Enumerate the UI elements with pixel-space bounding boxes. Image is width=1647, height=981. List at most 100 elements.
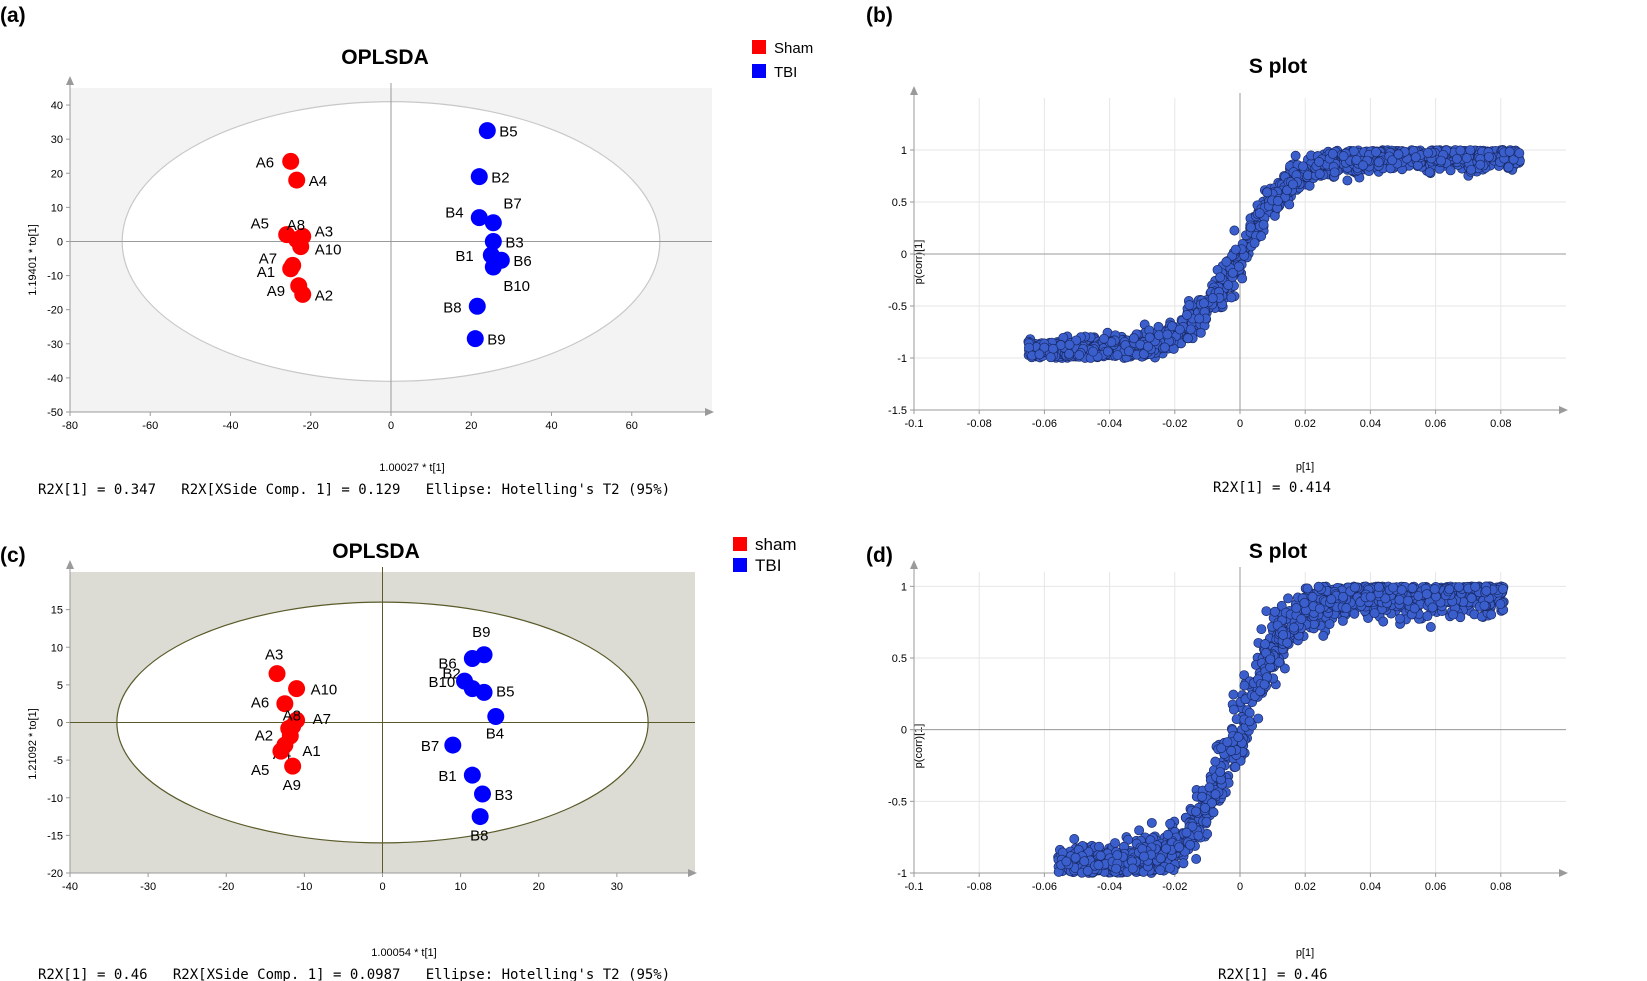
x-tick-label: -80 bbox=[62, 420, 78, 432]
splot-point bbox=[1349, 582, 1360, 593]
splot-point bbox=[1239, 670, 1250, 681]
plot-a: -80 -60 -40 -20 0 20 40 60 -50 -40 -30 -20 -10 0 10 20 3… bbox=[47, 40, 813, 432]
legend-label-sham: sham bbox=[755, 535, 797, 554]
data-point-B1 bbox=[463, 766, 481, 784]
panel-title-d: S plot bbox=[1249, 540, 1307, 563]
splot-point bbox=[1227, 267, 1238, 278]
y-tick-label: 0 bbox=[901, 725, 907, 737]
data-point-B4 bbox=[470, 209, 488, 227]
y-tick-label: 40 bbox=[51, 100, 63, 112]
x-tick-label: -40 bbox=[223, 420, 239, 432]
x-tick-label: -10 bbox=[296, 881, 312, 893]
data-point-A9 bbox=[290, 277, 308, 295]
splot-point bbox=[1210, 756, 1221, 767]
y-tick-label: -0.5 bbox=[888, 301, 907, 313]
splot-point bbox=[1162, 329, 1173, 340]
splot-point bbox=[1445, 165, 1456, 176]
splot-point bbox=[1338, 592, 1349, 602]
x-tick-label: -0.08 bbox=[967, 881, 992, 893]
splot-point bbox=[1378, 616, 1389, 627]
splot-point bbox=[1233, 732, 1244, 743]
splot-point bbox=[1351, 155, 1362, 165]
x-tick-label: -60 bbox=[142, 420, 158, 432]
splot-point bbox=[1299, 598, 1310, 608]
x-tick-label: -40 bbox=[62, 881, 78, 893]
panel-label-d: (d) bbox=[866, 544, 893, 567]
data-label-B8: B8 bbox=[470, 828, 488, 845]
x-tick-label: 10 bbox=[455, 881, 467, 893]
y-tick-label: -20 bbox=[47, 305, 63, 317]
data-label-B9: B9 bbox=[487, 332, 505, 349]
splot-point bbox=[1402, 595, 1413, 606]
data-label-B5: B5 bbox=[499, 124, 517, 141]
splot-point bbox=[1470, 581, 1481, 592]
splot-point bbox=[1181, 827, 1192, 838]
splot-point bbox=[1226, 292, 1237, 303]
data-label-B4: B4 bbox=[445, 205, 463, 222]
data-point-B7 bbox=[444, 736, 462, 754]
splot-point bbox=[1395, 613, 1405, 624]
splot-point bbox=[1365, 591, 1376, 602]
splot-point bbox=[1194, 313, 1205, 324]
data-point-B10 bbox=[456, 672, 474, 690]
data-label-A3: A3 bbox=[265, 647, 283, 664]
splot-point bbox=[1483, 151, 1494, 162]
splot-point bbox=[1272, 196, 1283, 206]
splot-point bbox=[1256, 624, 1267, 635]
splot-point bbox=[1425, 622, 1436, 632]
x-tick-label: -0.1 bbox=[905, 418, 924, 430]
data-point-A9 bbox=[284, 757, 302, 775]
splot-point bbox=[1229, 225, 1240, 236]
data-point-A6 bbox=[282, 152, 300, 170]
x-axis-arrow bbox=[705, 408, 714, 416]
splot-point bbox=[1216, 743, 1227, 754]
splot-point bbox=[1174, 842, 1185, 853]
data-point-B7 bbox=[484, 214, 502, 232]
splot-point bbox=[1099, 333, 1109, 344]
x-tick-label: 20 bbox=[465, 420, 477, 432]
splot-point bbox=[1210, 789, 1221, 800]
splot-point bbox=[1256, 231, 1267, 242]
y-tick-label: -10 bbox=[47, 271, 63, 283]
splot-point bbox=[1253, 713, 1264, 724]
x-tick-label: 0.02 bbox=[1294, 881, 1315, 893]
splot-point bbox=[1279, 663, 1290, 674]
panel-title-a: OPLSDA bbox=[341, 46, 429, 69]
y-tick-label: 0.5 bbox=[892, 653, 907, 665]
splot-point bbox=[1048, 343, 1059, 354]
splot-point bbox=[1413, 591, 1424, 602]
y-tick-label: 5 bbox=[57, 680, 63, 692]
splot-point bbox=[1421, 589, 1432, 600]
splot-point bbox=[1178, 858, 1189, 869]
data-label-A4: A4 bbox=[309, 173, 327, 190]
splot-point bbox=[1407, 583, 1418, 593]
data-point-A10 bbox=[292, 238, 310, 256]
x-tick-label: 0.04 bbox=[1360, 881, 1381, 893]
splot-point bbox=[1481, 585, 1492, 596]
panel-label-c: (c) bbox=[0, 544, 26, 567]
splot-point bbox=[1110, 838, 1120, 848]
y-tick-label: -50 bbox=[47, 407, 63, 419]
data-point-A10 bbox=[288, 680, 306, 698]
splot-point bbox=[1410, 152, 1421, 163]
splot-point bbox=[1064, 348, 1075, 359]
splot-point bbox=[1045, 352, 1056, 363]
data-point-B3 bbox=[474, 785, 491, 803]
splot-point bbox=[1230, 762, 1241, 772]
x-tick-label: 0.02 bbox=[1294, 418, 1315, 430]
splot-point bbox=[1461, 153, 1472, 164]
splot-point bbox=[1380, 593, 1391, 604]
splot-point bbox=[1112, 850, 1123, 861]
y-tick-label: -10 bbox=[47, 793, 63, 805]
y-tick-label: -1 bbox=[897, 868, 907, 880]
x-tick-label: 0.06 bbox=[1425, 881, 1446, 893]
y-axis-arrow bbox=[66, 560, 74, 569]
data-label-B2: B2 bbox=[442, 666, 460, 683]
data-point-B4 bbox=[487, 707, 505, 725]
splot-point bbox=[1095, 850, 1106, 861]
splot-point bbox=[1288, 622, 1299, 633]
data-label-B2: B2 bbox=[491, 170, 509, 187]
splot-point bbox=[1455, 145, 1466, 156]
splot-point bbox=[1155, 853, 1166, 864]
splot-point bbox=[1221, 256, 1232, 267]
